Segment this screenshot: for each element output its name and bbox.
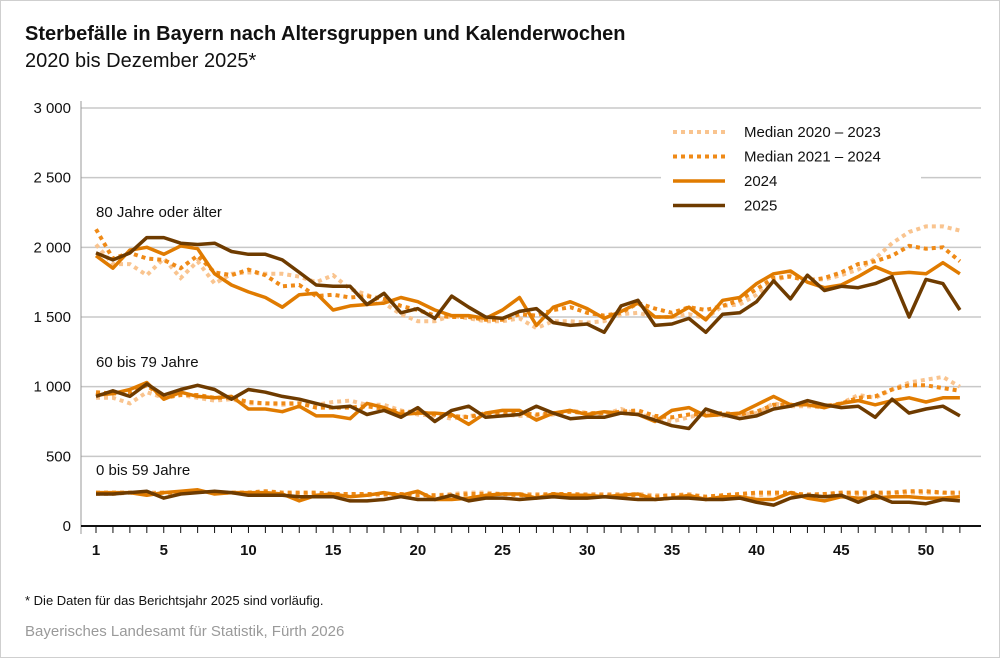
series-line-2-3: [96, 489, 961, 507]
series-line-1-3: [95, 382, 961, 431]
x-tick-label: 10: [240, 542, 257, 559]
footnote: * Die Daten für das Berichtsjahr 2025 si…: [25, 593, 324, 608]
legend-label: Median 2020 – 2023: [744, 124, 881, 141]
y-tick-label: 2 500: [33, 170, 71, 187]
x-tick-label: 20: [409, 542, 426, 559]
chart-title: Sterbefälle in Bayern nach Altersgruppen…: [25, 23, 626, 45]
series-line-0-1: [94, 228, 962, 322]
legend-label: Median 2021 – 2024: [744, 149, 881, 166]
x-tick-label: 5: [160, 542, 168, 559]
series-line-1-2: [95, 380, 960, 427]
x-tick-label: 1: [92, 542, 100, 559]
x-tick-label: 45: [833, 542, 850, 559]
y-tick-label: 500: [46, 448, 71, 465]
x-tick-label: 40: [748, 542, 765, 559]
x-tick-label: 30: [579, 542, 596, 559]
y-tick-label: 1 000: [33, 379, 71, 396]
x-tick-label: 35: [664, 542, 681, 559]
y-tick-label: 0: [63, 518, 71, 535]
age-group-label: 0 bis 59 Jahre: [96, 462, 190, 479]
x-tick-label: 15: [325, 542, 342, 559]
y-tick-label: 1 500: [33, 309, 71, 326]
legend-label: 2024: [744, 173, 777, 190]
series-line-0-2: [94, 244, 961, 328]
source-note: Bayerisches Landesamt für Statistik, Für…: [25, 623, 345, 640]
age-group-label: 80 Jahre oder älter: [96, 204, 222, 221]
y-tick-label: 2 000: [33, 239, 71, 256]
legend-background: [661, 113, 921, 218]
age-group-label: 60 bis 79 Jahre: [96, 354, 199, 371]
legend-label: 2025: [744, 198, 777, 215]
series-line-0-3: [95, 235, 962, 335]
x-tick-label: 25: [494, 542, 511, 559]
x-tick-label: 50: [918, 542, 935, 559]
chart-subtitle: 2020 bis Dezember 2025*: [25, 50, 257, 72]
y-tick-label: 3 000: [33, 100, 71, 117]
series-line-1-1: [95, 383, 961, 420]
